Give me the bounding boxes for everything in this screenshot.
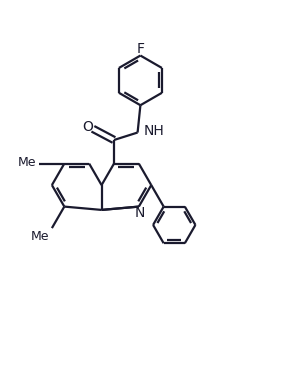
Text: O: O bbox=[82, 120, 93, 134]
Text: Me: Me bbox=[31, 231, 50, 243]
Text: Me: Me bbox=[18, 156, 37, 169]
Text: F: F bbox=[137, 43, 144, 56]
Text: N: N bbox=[135, 206, 145, 220]
Text: NH: NH bbox=[144, 124, 164, 138]
